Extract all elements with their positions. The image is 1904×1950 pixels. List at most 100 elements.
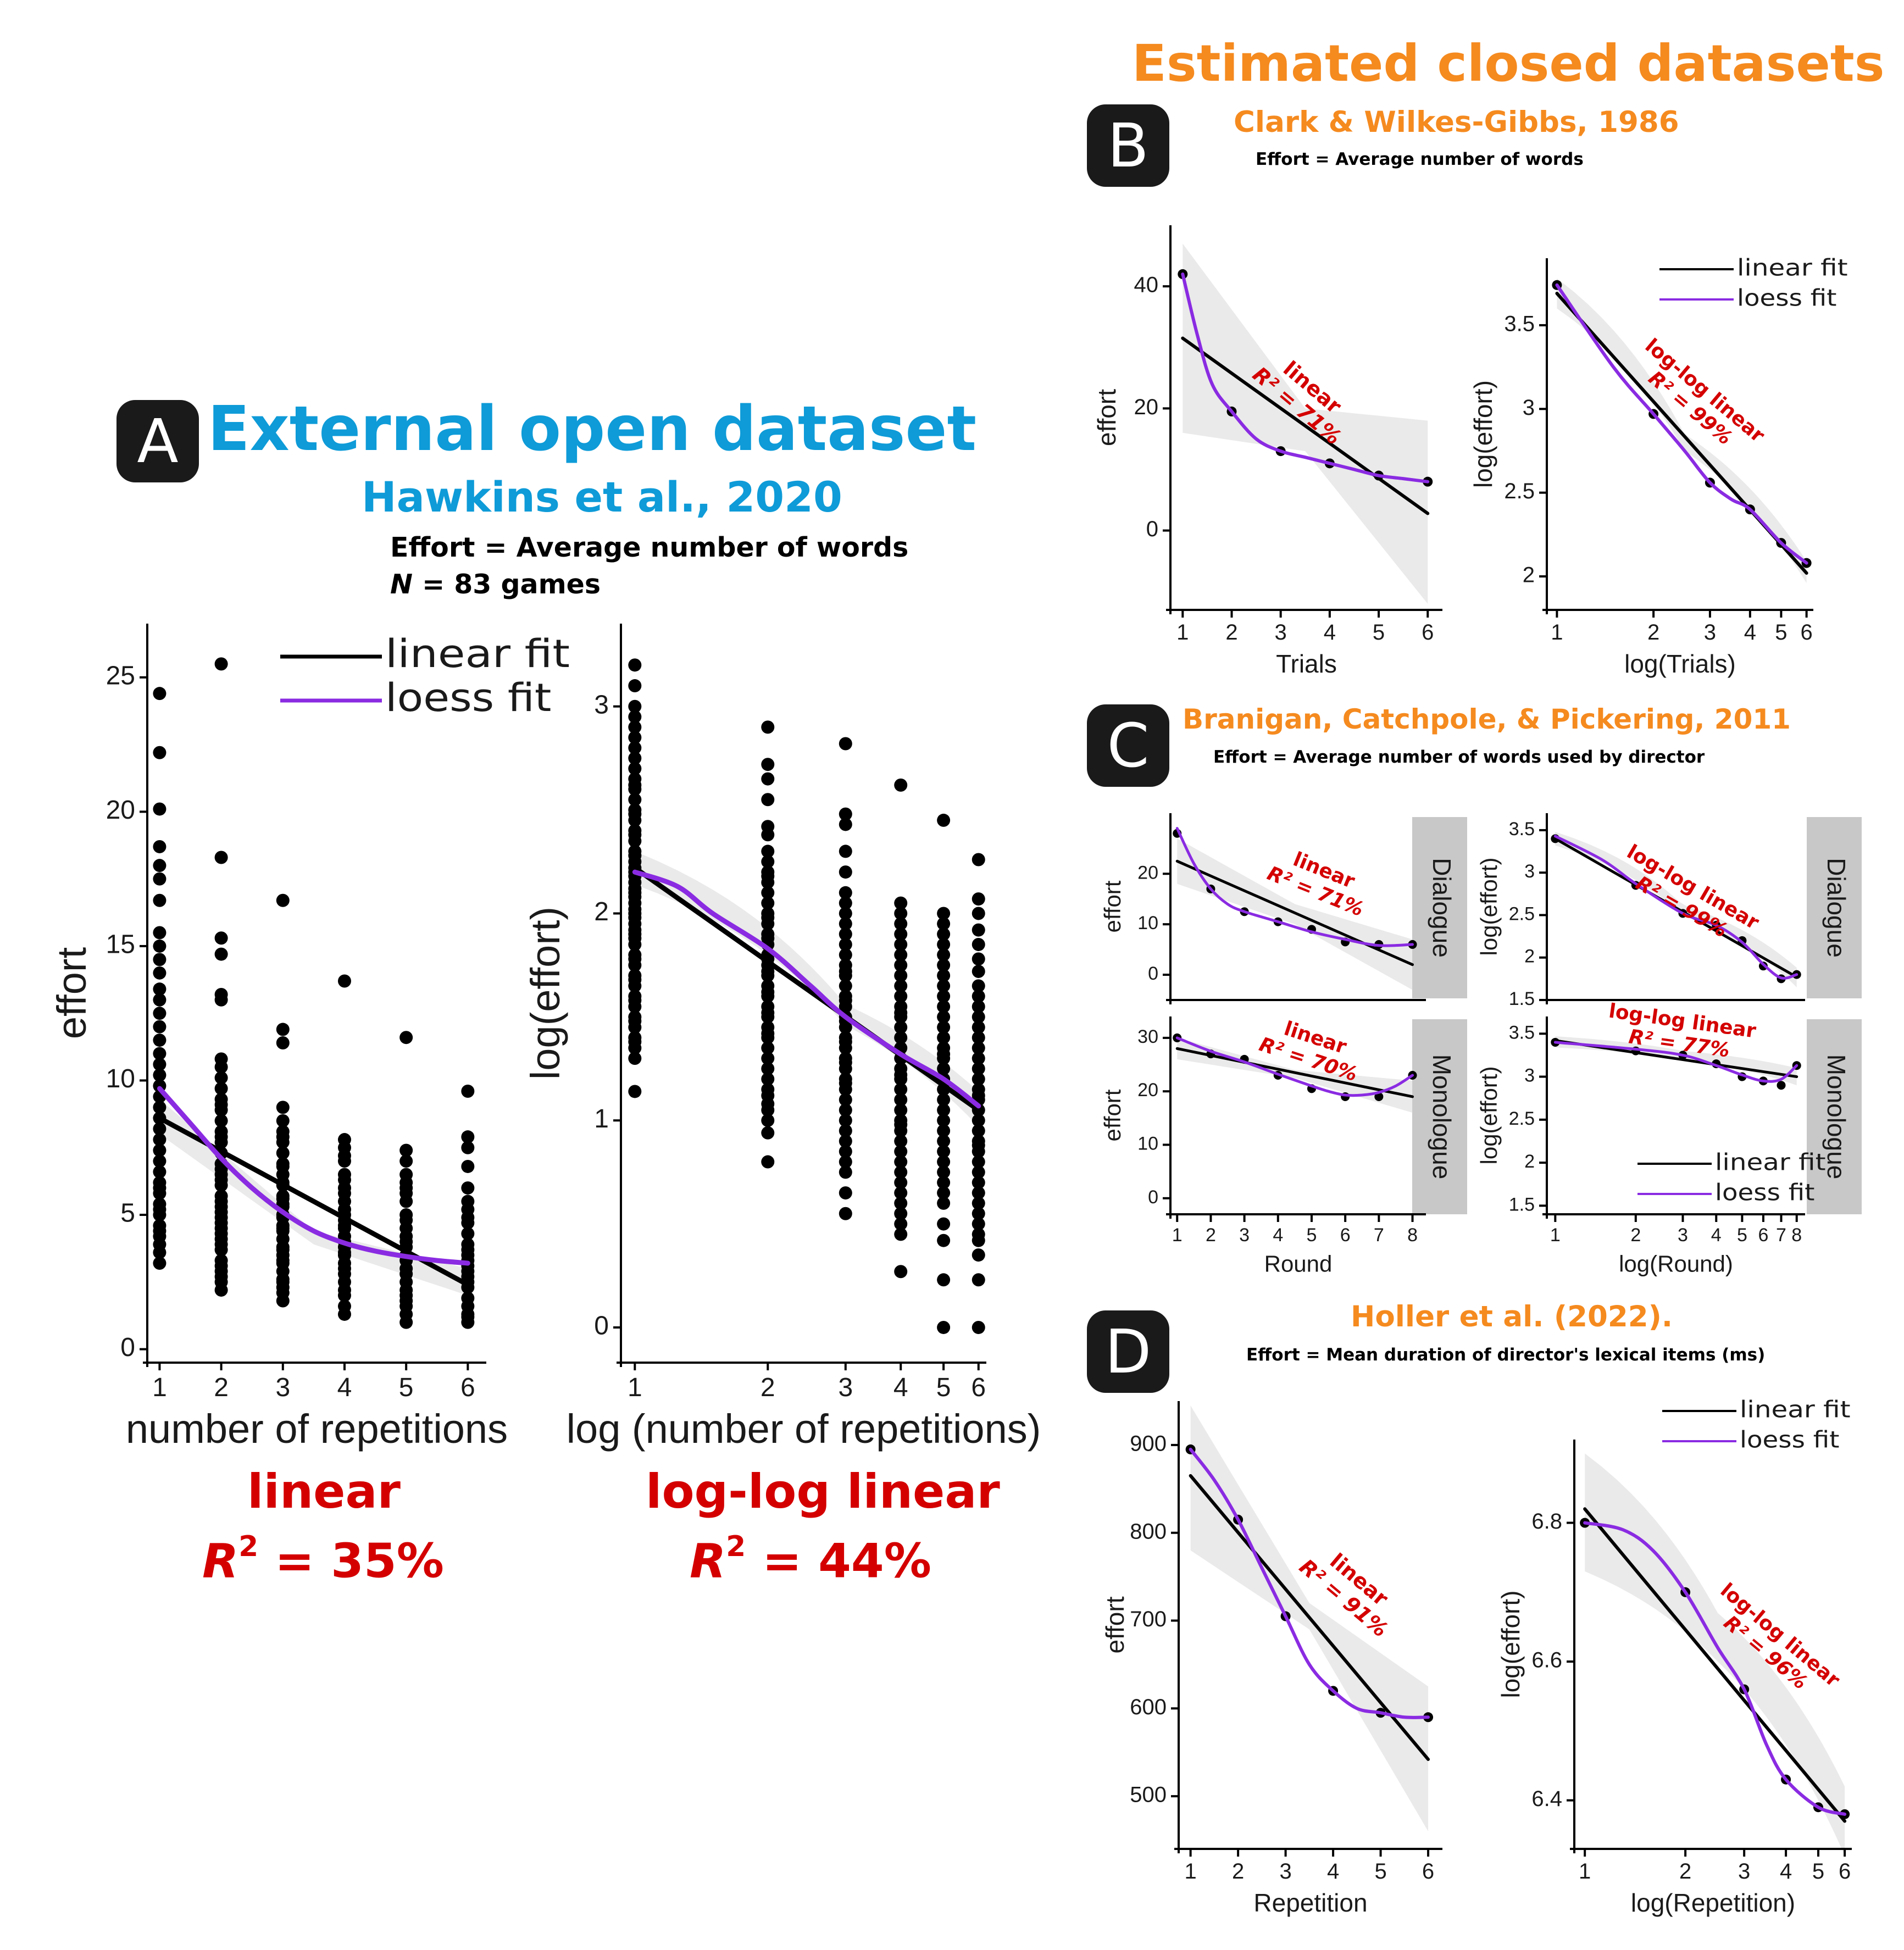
data-point [972, 1273, 985, 1287]
data-point [153, 939, 166, 953]
data-point [1374, 1092, 1384, 1101]
data-point [937, 1145, 951, 1158]
panel-d-subtitle: Holler et al. (2022). [1351, 1300, 1673, 1334]
data-point [214, 1173, 228, 1187]
data-point [937, 927, 951, 941]
data-point [972, 1320, 985, 1334]
panel-a-left-r2: R2 = 35% [202, 1530, 444, 1589]
data-point [937, 969, 951, 982]
x-tick-label: 3 [275, 1373, 290, 1402]
data-point [894, 937, 908, 951]
y-tick-label: 2 [1523, 563, 1535, 587]
data-point [153, 1224, 166, 1238]
panel-c-effort-label: Effort = Average number of words used by… [1213, 747, 1705, 767]
x-axis-label: number of repetitions [126, 1406, 508, 1452]
data-point [628, 993, 642, 1007]
y-tick-label: 3.5 [1509, 819, 1535, 840]
data-point [399, 1143, 413, 1157]
data-point [761, 1062, 775, 1076]
facet-strip [1807, 817, 1862, 998]
data-point [337, 1267, 351, 1281]
data-point [761, 931, 775, 945]
x-tick-label: 5 [1737, 1225, 1747, 1246]
data-point [761, 828, 775, 842]
x-axis-label: log(Repetition) [1631, 1888, 1795, 1917]
data-point [761, 964, 775, 978]
y-tick-label: 15 [106, 930, 135, 959]
data-point [972, 1196, 985, 1210]
data-point [628, 1014, 642, 1028]
panel-d-effort-label: Effort = Mean duration of director's lex… [1246, 1345, 1766, 1365]
y-tick-label: 30 [1137, 1026, 1158, 1047]
data-point [276, 1023, 290, 1036]
x-tick-label: 2 [1679, 1859, 1691, 1884]
data-point [839, 1134, 852, 1148]
data-point [628, 699, 642, 713]
chart-a2: 0 1 2 3 1 2 3 4 5 6 log (number of repetitions) log… [523, 624, 1041, 1452]
x-tick-label: 3 [838, 1373, 853, 1402]
data-point [153, 1058, 166, 1071]
data-point [153, 872, 166, 886]
r-exponent: 2 [238, 1530, 259, 1563]
data-point [628, 741, 642, 755]
data-point [937, 948, 951, 962]
linear-fit-line [1583, 1507, 1847, 1823]
data-point [937, 1134, 951, 1148]
data-point [761, 1041, 775, 1055]
data-point [461, 1181, 475, 1195]
data-point [276, 1130, 290, 1144]
data-point [937, 1124, 951, 1138]
data-point [937, 1114, 951, 1127]
data-point [628, 658, 642, 672]
x-axis-label: Trials [1276, 649, 1337, 678]
y-axis-label: log(effort) [1496, 1590, 1525, 1698]
data-point [761, 896, 775, 910]
linear-fit-line [1181, 336, 1430, 515]
data-point [153, 926, 166, 940]
x-tick-label: 2 [1225, 620, 1237, 645]
data-point [894, 1176, 908, 1190]
y-tick-label: 700 [1130, 1607, 1167, 1631]
data-point [894, 990, 908, 1003]
x-tick-label: 3 [1678, 1225, 1688, 1246]
data-point [972, 964, 985, 978]
data-point [839, 907, 852, 920]
data-point [276, 1114, 290, 1127]
panel-a-subtitle: Hawkins et al., 2020 [362, 473, 842, 521]
data-point [153, 953, 166, 966]
data-point [628, 1035, 642, 1049]
data-point [461, 1159, 475, 1173]
x-tick-label: 6 [1758, 1225, 1768, 1246]
legend-linear-label: linear fit [385, 631, 570, 676]
y-axis-label: effort [1101, 1596, 1129, 1653]
panel-badge-b: B [1087, 104, 1169, 187]
x-tick-label: 6 [971, 1373, 986, 1402]
data-point [894, 948, 908, 962]
data-point [153, 1101, 166, 1114]
x-tick-label: 8 [1407, 1225, 1418, 1246]
y-tick-label: 600 [1130, 1695, 1167, 1719]
data-point [214, 1259, 228, 1273]
y-axis-label: effort [1100, 880, 1125, 932]
data-point [153, 893, 166, 907]
x-tick-label: 4 [1324, 620, 1336, 645]
loess-fit-line [1189, 1447, 1430, 1719]
data-point [628, 848, 642, 862]
data-point [894, 896, 908, 910]
data-point [972, 1207, 985, 1220]
panel-badge-d: D [1087, 1310, 1169, 1393]
data-point [761, 855, 775, 869]
loess-fit-line [1181, 272, 1430, 484]
data-point [153, 1047, 166, 1060]
data-point [894, 1031, 908, 1045]
data-point [894, 969, 908, 982]
y-axis-label: effort [1092, 389, 1121, 446]
legend: linear fit loess fit [1662, 1396, 1851, 1453]
data-point [276, 1159, 290, 1173]
data-point [894, 958, 908, 972]
y-tick-label: 1.5 [1509, 1194, 1535, 1215]
data-point [839, 1124, 852, 1138]
y-tick-label: 800 [1130, 1519, 1167, 1543]
